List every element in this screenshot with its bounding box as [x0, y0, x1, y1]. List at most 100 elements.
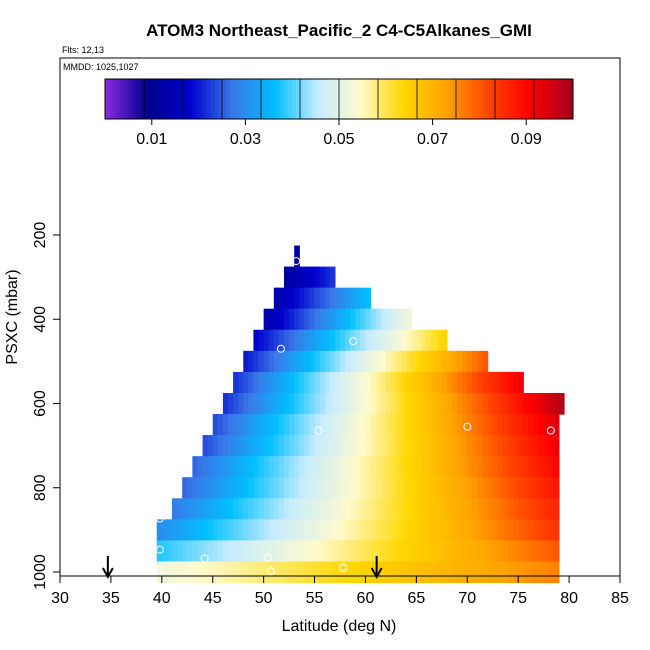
- heatmap-cell: [268, 435, 275, 457]
- heatmap-cell: [263, 456, 270, 478]
- heatmap-cell: [350, 456, 356, 478]
- heatmap-row: [192, 456, 560, 478]
- heatmap-cell: [192, 519, 199, 541]
- heatmap-cell: [436, 561, 443, 584]
- heatmap-cell: [533, 392, 540, 415]
- heatmap-cell: [304, 350, 311, 373]
- heatmap-cell: [518, 540, 524, 563]
- heatmap-cell: [375, 498, 382, 520]
- colorbar-swatch: [284, 79, 289, 119]
- heatmap-cell: [375, 371, 382, 394]
- heatmap-cell: [513, 414, 519, 436]
- colorbar-swatch: [210, 79, 215, 119]
- heatmap-cell: [166, 519, 173, 541]
- heatmap-cell: [543, 392, 550, 415]
- heatmap-cell: [441, 456, 448, 478]
- colorbar-swatch: [202, 79, 207, 119]
- heatmap-cell: [487, 561, 494, 584]
- heatmap-cell: [416, 329, 423, 352]
- heatmap-cell: [406, 456, 412, 478]
- heatmap-cell: [304, 477, 311, 499]
- heatmap-cell: [528, 519, 535, 541]
- heatmap-cell: [355, 308, 361, 331]
- heatmap-cell: [324, 329, 331, 352]
- heatmap-cell: [426, 477, 433, 499]
- heatmap-cell: [528, 392, 535, 415]
- heatmap-cell: [334, 371, 341, 394]
- heatmap-cell: [365, 498, 372, 520]
- colorbar-swatch: [417, 79, 422, 119]
- heatmap-cell: [314, 498, 321, 520]
- heatmap-cell: [329, 392, 336, 415]
- heatmap-cell: [446, 392, 453, 415]
- heatmap-cell: [304, 392, 311, 415]
- heatmap-cell: [340, 414, 346, 436]
- heatmap-cell: [197, 498, 204, 520]
- heatmap-cell: [401, 540, 407, 563]
- heatmap-cell: [212, 435, 219, 457]
- heatmap-cell: [502, 414, 509, 436]
- heatmap-cell: [406, 329, 412, 352]
- heatmap-cell: [502, 519, 509, 541]
- heatmap-cell: [284, 498, 290, 520]
- colorbar-swatch: [409, 79, 414, 119]
- heatmap-cell: [309, 561, 316, 584]
- heatmap-cell: [238, 414, 244, 436]
- heatmap-cell: [548, 561, 555, 584]
- heatmap-cell: [248, 435, 255, 457]
- heatmap-cell: [268, 329, 275, 352]
- heatmap-cell: [228, 498, 234, 520]
- heatmap-cell: [385, 308, 392, 331]
- heatmap-cell: [365, 519, 372, 541]
- colorbar-swatch: [225, 79, 231, 119]
- heatmap-cell: [513, 498, 519, 520]
- colorbar-swatch: [428, 79, 434, 119]
- heatmap-cell: [482, 540, 489, 563]
- heatmap-cell: [518, 414, 524, 436]
- heatmap-cell: [487, 519, 494, 541]
- heatmap-cell: [446, 561, 453, 584]
- heatmap-cell: [217, 561, 224, 584]
- colorbar-swatch: [237, 79, 242, 119]
- heatmap-cell: [243, 350, 249, 373]
- heatmap-cell: [477, 371, 484, 394]
- heatmap-cell: [278, 350, 285, 373]
- heatmap-cell: [508, 561, 514, 584]
- heatmap-cell: [482, 371, 489, 394]
- heatmap-cell: [284, 266, 290, 289]
- heatmap-cell: [268, 371, 275, 394]
- y-tick-label: 600: [32, 390, 49, 417]
- colorbar-swatch: [233, 79, 239, 119]
- heatmap-cell: [350, 308, 356, 331]
- heatmap-cell: [436, 456, 443, 478]
- heatmap-cell: [228, 540, 234, 563]
- heatmap-cell: [421, 329, 428, 352]
- heatmap-cell: [294, 287, 300, 310]
- colorbar-swatch: [350, 79, 356, 119]
- heatmap-cell: [212, 414, 219, 436]
- heatmap-cell: [334, 540, 341, 563]
- heatmap-cell: [345, 435, 351, 457]
- heatmap-cell: [340, 435, 346, 457]
- heatmap-cell: [441, 561, 448, 584]
- heatmap-cell: [421, 519, 428, 541]
- heatmap-cell: [396, 498, 402, 520]
- heatmap-cell: [319, 498, 326, 520]
- colorbar-swatch: [261, 79, 266, 119]
- heatmap-cell: [263, 371, 270, 394]
- heatmap-cell: [472, 392, 479, 415]
- heatmap-cell: [345, 329, 351, 352]
- heatmap-cell: [533, 561, 540, 584]
- heatmap-cell: [497, 414, 504, 436]
- heatmap-cell: [502, 392, 509, 415]
- heatmap-cell: [441, 498, 448, 520]
- heatmap-cell: [161, 519, 168, 541]
- heatmap-cell: [319, 435, 326, 457]
- heatmap-cell: [380, 456, 387, 478]
- heatmap-cell: [365, 371, 372, 394]
- heatmap-cell: [340, 350, 346, 373]
- heatmap-cell: [360, 414, 367, 436]
- heatmap-cell: [273, 287, 280, 310]
- heatmap-cell: [406, 414, 412, 436]
- heatmap-cell: [319, 287, 326, 310]
